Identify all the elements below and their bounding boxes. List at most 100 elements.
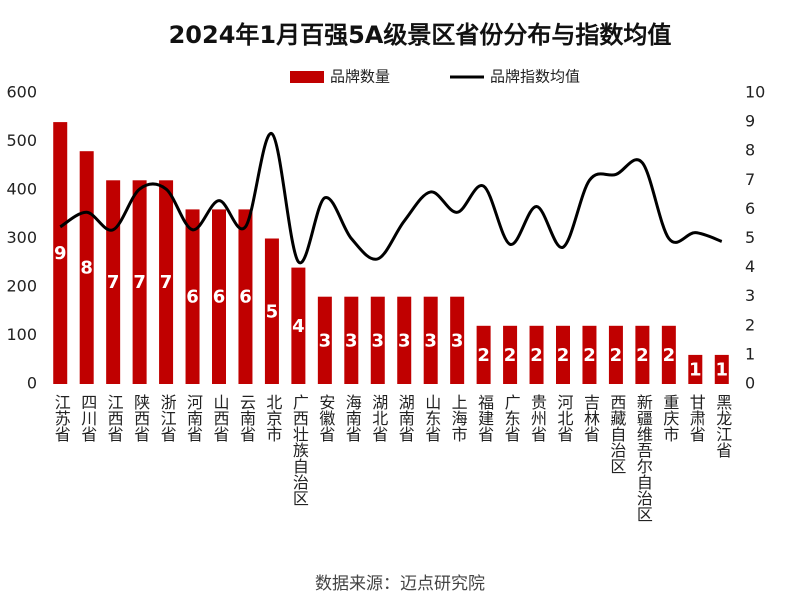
y2-tick-label: 1 (745, 344, 755, 363)
bar (370, 296, 385, 384)
bar (238, 209, 253, 384)
y-tick-label: 100 (6, 325, 37, 344)
y2-tick-label: 0 (745, 374, 755, 393)
bar (661, 325, 676, 384)
data-label: 6 (186, 287, 199, 308)
x-tick-label: 北京市 (263, 394, 282, 442)
y2-tick-label: 6 (745, 199, 755, 218)
data-label: 2 (636, 345, 649, 366)
x-tick-label: 黑龙江省 (713, 394, 732, 458)
y2-tick-label: 7 (745, 170, 755, 189)
x-tick-label: 湖南省 (396, 394, 415, 442)
x-tick-label: 贵州省 (528, 394, 547, 442)
y2-tick-label: 3 (745, 286, 755, 305)
data-label: 2 (557, 345, 570, 366)
bar (397, 296, 412, 384)
x-tick-label: 河南省 (184, 394, 203, 442)
data-label: 3 (372, 330, 385, 351)
bar (264, 238, 279, 384)
data-label: 3 (398, 330, 411, 351)
bar (476, 325, 491, 384)
data-label: 8 (80, 258, 93, 279)
data-label: 2 (583, 345, 596, 366)
data-label: 3 (319, 330, 332, 351)
bar (608, 325, 623, 384)
x-tick-label: 河北省 (555, 394, 574, 442)
bar (317, 296, 332, 384)
x-tick-label: 甘肃省 (687, 394, 706, 442)
bar (79, 151, 94, 384)
data-label: 4 (292, 316, 305, 337)
legend-label: 品牌数量 (330, 68, 390, 86)
x-tick-label: 江苏省 (52, 394, 71, 442)
bar (556, 325, 570, 384)
x-tick-label: 陕西省 (131, 394, 150, 442)
bar (159, 180, 174, 384)
bar (185, 209, 200, 384)
bar (450, 296, 465, 384)
y2-tick-label: 9 (745, 112, 755, 131)
bar (53, 122, 68, 384)
x-tick-label: 吉林省 (581, 394, 600, 442)
y2-tick-label: 2 (745, 315, 755, 334)
data-label: 7 (160, 272, 173, 293)
x-tick-label: 浙江省 (158, 394, 177, 442)
data-label: 6 (213, 287, 226, 308)
bar (212, 209, 226, 384)
legend-swatch (290, 71, 324, 83)
x-tick-label: 山西省 (211, 394, 230, 442)
data-label: 2 (663, 345, 676, 366)
y2-tick-label: 10 (745, 83, 765, 102)
y2-tick-label: 8 (745, 141, 755, 160)
bar (714, 354, 729, 384)
line (59, 132, 723, 265)
chart-title: 2024年1月百强5A级景区省份分布与指数均值 (169, 21, 672, 49)
x-tick-label: 山东省 (422, 394, 441, 442)
y-tick-label: 200 (6, 277, 37, 296)
data-label: 3 (451, 330, 464, 351)
x-tick-label: 广西壮族自治区 (290, 394, 309, 506)
data-label: 6 (239, 287, 252, 308)
x-tick-label: 湖北省 (369, 394, 388, 442)
bar (582, 325, 597, 384)
source: 数据来源：迈点研究院 (315, 574, 485, 594)
x-tick-label: 广东省 (502, 394, 521, 442)
bar (344, 296, 359, 384)
x-tick-label: 福建省 (475, 394, 494, 442)
legend-label: 品牌指数均值 (490, 68, 580, 86)
data-label: 7 (133, 272, 146, 293)
x-tick-label: 江西省 (105, 394, 124, 442)
y-tick-label: 500 (6, 131, 37, 150)
y-tick-label: 600 (6, 83, 37, 102)
data-label: 5 (266, 301, 279, 322)
data-label: 1 (689, 359, 702, 380)
bar (529, 325, 544, 384)
data-label: 2 (504, 345, 517, 366)
x-tick-label: 新疆维吾尔自治区 (634, 394, 653, 522)
data-label: 3 (345, 330, 358, 351)
data-label: 2 (477, 345, 490, 366)
x-tick-label: 四川省 (78, 394, 97, 442)
y-tick-label: 400 (6, 180, 37, 199)
data-label: 2 (610, 345, 623, 366)
bar (503, 325, 518, 384)
data-label: 7 (107, 272, 120, 293)
data-label: 9 (54, 243, 67, 264)
y2-tick-label: 5 (745, 228, 755, 247)
y2-tick-label: 4 (745, 257, 755, 276)
bar (291, 267, 306, 384)
y-tick-label: 0 (27, 374, 37, 393)
x-tick-label: 海南省 (343, 394, 362, 442)
x-tick-label: 安徽省 (316, 394, 335, 442)
bar (688, 354, 703, 384)
data-label: 3 (424, 330, 437, 351)
data-label: 1 (716, 359, 729, 380)
x-tick-label: 西藏自治区 (607, 394, 626, 474)
y-tick-label: 300 (6, 228, 37, 247)
data-label: 2 (530, 345, 543, 366)
x-tick-label: 上海市 (449, 394, 468, 442)
bar (423, 296, 438, 384)
x-tick-label: 重庆市 (660, 394, 679, 442)
bar (132, 180, 147, 384)
